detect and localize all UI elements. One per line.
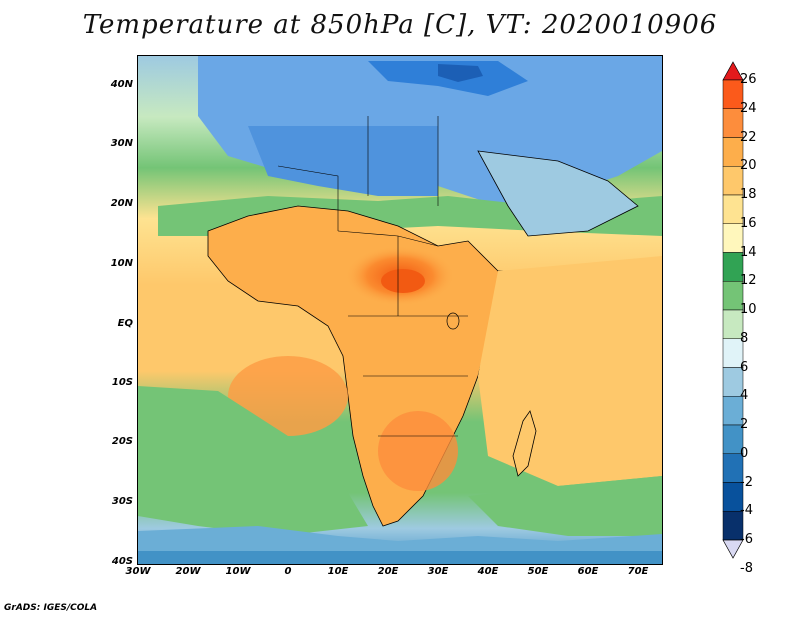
colorbar-label: 0: [740, 445, 749, 461]
lat-label: 10N: [110, 258, 133, 269]
lat-label: 40S: [111, 556, 133, 567]
lat-label: 30N: [110, 138, 133, 149]
southern-coldest: [138, 551, 662, 564]
footer-credit: GrADS: IGES/COLA: [4, 603, 98, 613]
lat-label: EQ: [117, 318, 133, 329]
lat-label: 20N: [110, 198, 133, 209]
lon-label: 10E: [327, 566, 349, 577]
lat-label: 30S: [111, 496, 133, 507]
lat-label: 10S: [111, 377, 133, 388]
lon-label: 20E: [377, 566, 399, 577]
colorbar-label: 18: [740, 187, 757, 202]
country-borders: [277, 116, 468, 437]
colorbar-label: 12: [740, 273, 757, 289]
colorbar-label: 6: [740, 359, 749, 375]
lon-label: 60E: [577, 566, 599, 577]
southern-ocean-green: [138, 386, 368, 536]
lon-label: 70E: [627, 566, 649, 577]
colorbar-label: 16: [740, 215, 757, 231]
arabia: [477, 150, 639, 237]
colorbar-label: 2: [740, 417, 749, 432]
colorbar-label: 10: [740, 302, 757, 317]
med-darkest: [438, 64, 483, 82]
southern-ocean-green-east: [468, 476, 662, 536]
chart-title: Temperature at 850hPa [C], VT: 202001090…: [82, 10, 718, 40]
colorbar-label: 26: [740, 72, 757, 87]
colorbar: [722, 61, 744, 559]
hottest-spot: [381, 269, 425, 293]
lake-victoria: [446, 312, 460, 330]
lon-label: 40E: [477, 566, 499, 577]
lon-label: 30E: [427, 566, 449, 577]
atlantic-warm-pool: [228, 356, 348, 436]
madagascar: [512, 410, 537, 477]
lon-label: 50E: [527, 566, 549, 577]
map-canvas: [138, 56, 662, 564]
southern-warm: [378, 411, 458, 491]
colorbar-label: 4: [740, 388, 749, 404]
colorbar-label: 20: [740, 158, 757, 174]
temperature-map: [137, 55, 663, 565]
colorbar-bottom-arrow: [722, 539, 744, 559]
lon-label: 30W: [125, 566, 151, 577]
colorbar-label: -6: [740, 532, 753, 547]
colorbar-label: -8: [740, 560, 753, 576]
colorbar-label: -4: [740, 503, 753, 519]
colorbar-label: -2: [740, 474, 753, 490]
indian-ocean-warm: [478, 256, 662, 486]
colorbar-label: 24: [740, 100, 757, 116]
lat-label: 40N: [110, 79, 133, 90]
lon-label: 0: [284, 566, 292, 577]
lat-label: 20S: [111, 436, 133, 447]
lon-label: 10W: [225, 566, 251, 577]
colorbar-label: 14: [740, 244, 757, 260]
colorbar-label: 8: [740, 330, 749, 346]
colorbar-label: 22: [740, 129, 757, 145]
lon-label: 20W: [175, 566, 201, 577]
sahara-cool: [248, 126, 438, 196]
